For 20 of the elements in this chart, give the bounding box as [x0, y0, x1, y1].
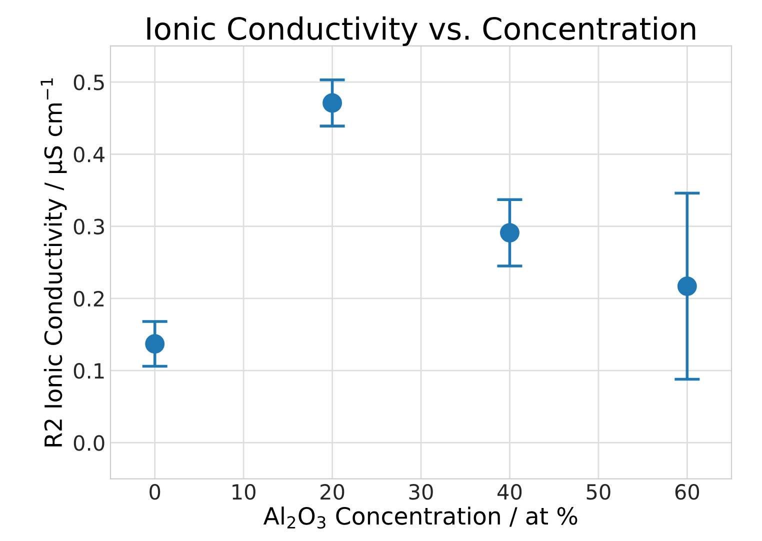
x-tick-label: 30 — [409, 484, 433, 500]
y-tick-label: 0.2 — [74, 290, 104, 307]
x-tick-label: 50 — [586, 484, 610, 500]
y-axis-title: R2 Ionic Conductivity / μS cm$^{−1}$ — [40, 78, 67, 446]
point — [145, 334, 165, 354]
x-tick-label: 60 — [675, 484, 700, 500]
point — [500, 223, 520, 243]
y-tick-label: 0.5 — [74, 74, 104, 90]
x-axis-title: Al$_{2}$O$_{3}$ Concentration / at % — [263, 506, 578, 529]
y-tick-label: 0.4 — [74, 146, 104, 162]
x-tick-label: 20 — [320, 484, 344, 500]
y-tick-label: 0.0 — [74, 435, 104, 451]
x-tick-label: 10 — [232, 484, 256, 500]
y-tick-label: 0.3 — [74, 218, 104, 235]
x-tick-label: 0 — [150, 484, 160, 500]
point — [322, 93, 342, 113]
chart-title: Ionic Conductivity vs. Concentration — [147, 16, 696, 46]
x-tick-label: 40 — [497, 484, 522, 500]
y-tick-label: 0.1 — [74, 363, 104, 379]
point — [677, 276, 697, 296]
